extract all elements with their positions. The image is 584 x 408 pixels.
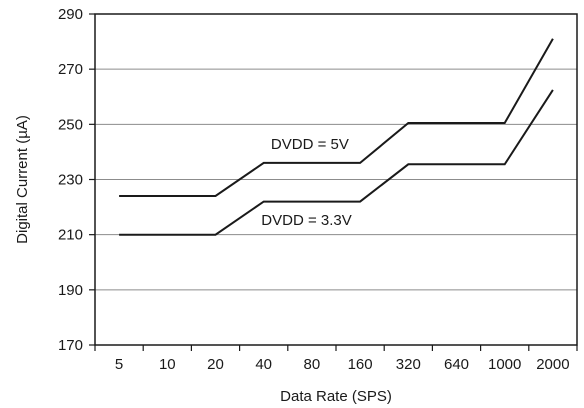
series-label-2: DVDD = 3.3V <box>261 212 351 229</box>
y-tick-label: 290 <box>58 6 83 23</box>
y-tick-label: 170 <box>58 337 83 354</box>
x-tick-label: 10 <box>159 356 176 373</box>
series-line-1 <box>119 38 554 197</box>
y-tick-label: 270 <box>58 61 83 78</box>
grid-lines <box>95 68 577 291</box>
y-axis-title: Digital Current (µA) <box>14 115 31 244</box>
y-tick-label: 190 <box>58 282 83 299</box>
series-lines <box>119 38 554 236</box>
x-tick-label: 1000 <box>488 356 521 373</box>
x-tick-label: 5 <box>115 356 123 373</box>
y-tick-label: 210 <box>58 227 83 244</box>
axis-ticks <box>89 13 578 351</box>
x-tick-label: 160 <box>348 356 373 373</box>
x-tick-label: 20 <box>207 356 224 373</box>
x-axis-title: Data Rate (SPS) <box>280 388 392 405</box>
x-tick-label: 80 <box>304 356 321 373</box>
y-tick-label: 250 <box>58 116 83 133</box>
series-label-1: DVDD = 5V <box>271 136 349 153</box>
series-line-2 <box>119 89 554 236</box>
x-tick-label: 320 <box>396 356 421 373</box>
x-tick-label: 40 <box>255 356 272 373</box>
x-tick-label: 640 <box>444 356 469 373</box>
x-tick-label: 2000 <box>536 356 569 373</box>
series-labels: DVDD = 5V DVDD = 3.3V <box>261 136 351 229</box>
y-tick-label: 230 <box>58 172 83 189</box>
tick-labels: 170 190 210 230 250 270 290 5 10 20 40 80 160 320 640 1… <box>58 6 570 373</box>
